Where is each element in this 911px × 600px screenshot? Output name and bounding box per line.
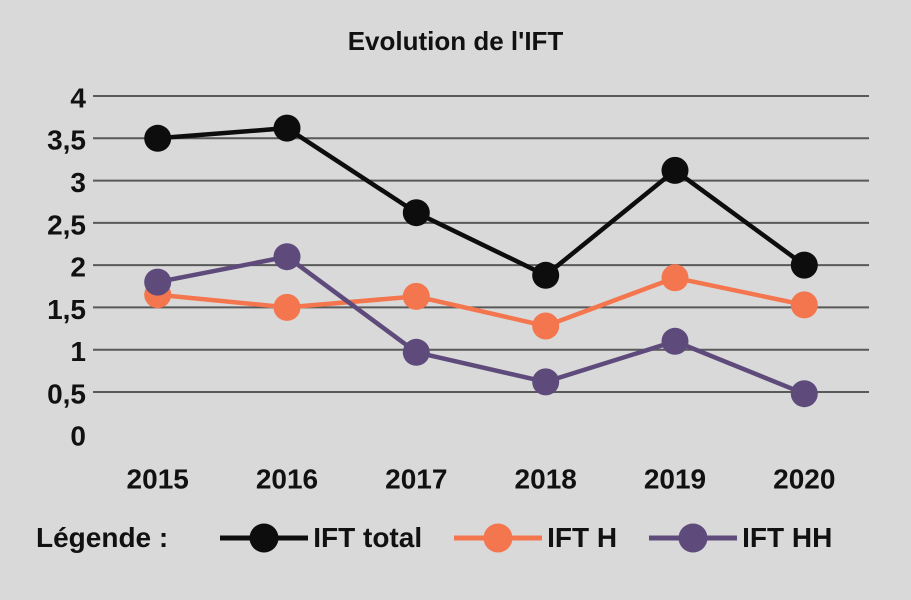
x-tick-label: 2015	[127, 463, 189, 494]
series-line	[157, 254, 806, 396]
gridlines	[93, 95, 869, 393]
data-point	[273, 243, 301, 271]
data-point	[532, 368, 560, 396]
legend-item: IFT H	[452, 520, 617, 556]
legend-item: IFT total	[218, 520, 422, 556]
legend-marker-icon	[454, 523, 543, 553]
y-tick-label: 1,5	[47, 294, 86, 325]
chart-title: Evolution de l'IFT	[347, 26, 564, 56]
legend-label: Légende :	[36, 522, 169, 553]
legend-item-label: IFT total	[313, 522, 423, 553]
data-point	[661, 156, 689, 184]
series-layer	[144, 114, 818, 408]
y-tick-label: 1	[70, 336, 86, 367]
data-point	[144, 268, 172, 296]
series-line	[157, 125, 806, 278]
data-point	[661, 327, 689, 355]
y-tick-label: 0	[70, 421, 86, 452]
x-tick-label: 2019	[644, 463, 706, 494]
data-point	[532, 312, 560, 340]
data-point	[144, 124, 172, 152]
data-point	[402, 338, 430, 366]
x-tick-label: 2016	[256, 463, 318, 494]
legend-marker-icon	[220, 523, 309, 553]
legend-item: IFT HH	[647, 520, 832, 556]
legend-items: IFT total IFT H IFT HH	[218, 520, 862, 556]
legend-item-label: IFT HH	[742, 522, 833, 553]
y-tick-label: 0,5	[47, 378, 86, 409]
data-point	[532, 261, 560, 289]
x-tick-label: 2020	[773, 463, 835, 494]
legend: Légende : IFT total IFT H IFT HH	[36, 512, 862, 564]
y-tick-label: 4	[70, 82, 86, 113]
x-axis-labels: 2015 2016 2017 2018 2019 2020	[127, 463, 836, 494]
data-point	[790, 380, 818, 408]
data-point	[790, 251, 818, 279]
y-tick-label: 3	[70, 167, 86, 198]
data-point	[402, 199, 430, 227]
y-tick-label: 2,5	[47, 209, 86, 240]
x-tick-label: 2017	[385, 463, 447, 494]
y-axis-labels: 4 3,5 3 2,5 2 1,5 1 0,5 0	[47, 82, 86, 451]
data-point	[790, 291, 818, 319]
data-point	[273, 114, 301, 142]
x-tick-label: 2018	[515, 463, 577, 494]
data-point	[273, 293, 301, 321]
y-tick-label: 2	[70, 251, 86, 282]
data-point	[661, 264, 689, 292]
series-line	[157, 275, 805, 329]
y-tick-label: 3,5	[47, 125, 86, 156]
legend-item-label: IFT H	[547, 522, 618, 553]
data-point	[402, 282, 430, 310]
legend-marker-icon	[649, 523, 738, 553]
